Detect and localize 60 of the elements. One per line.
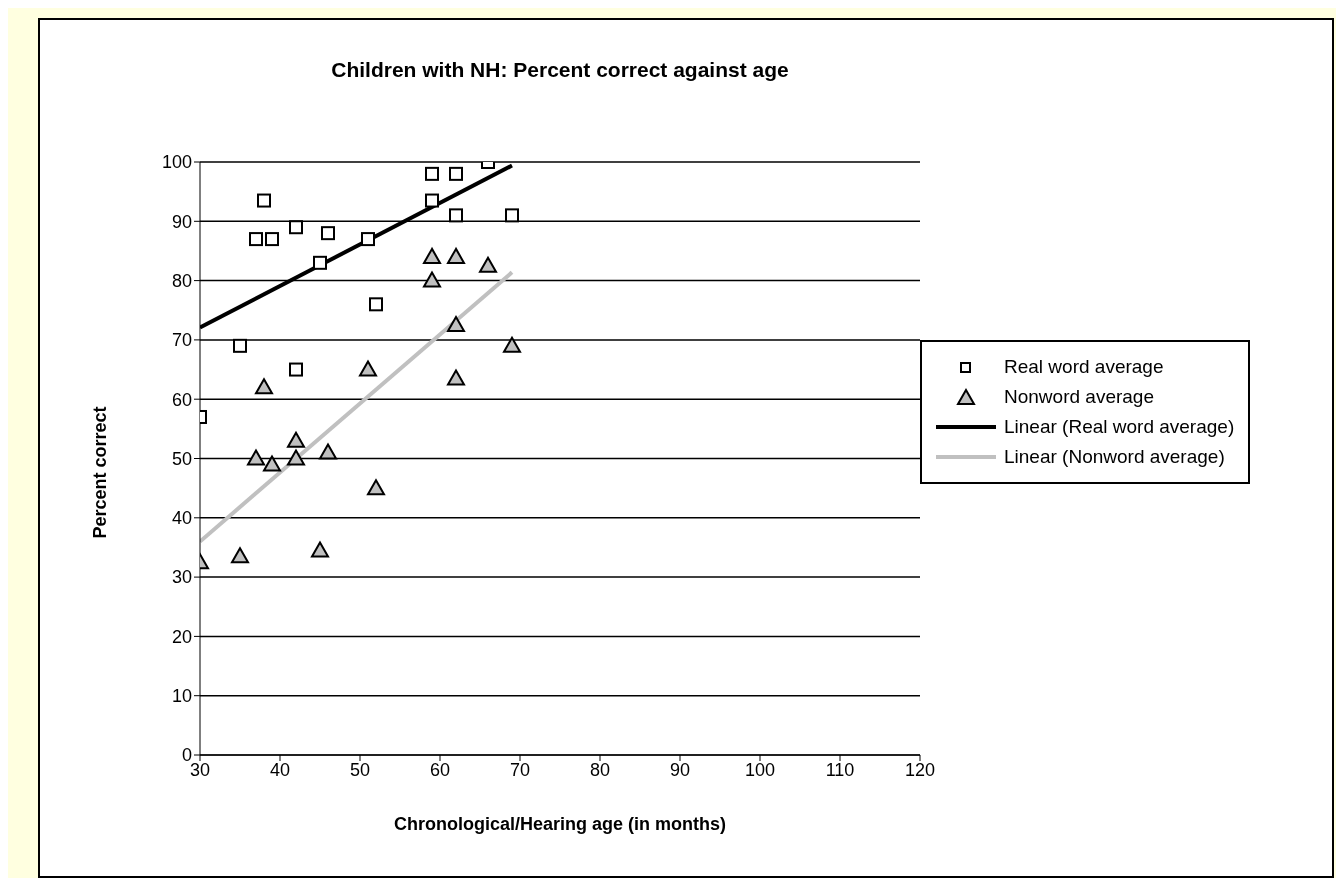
legend-label: Real word average <box>1004 356 1164 378</box>
point <box>447 369 465 386</box>
point <box>449 166 463 181</box>
point <box>249 232 263 247</box>
point <box>447 316 465 333</box>
x-axis-title: Chronological/Hearing age (in months) <box>393 814 727 834</box>
y-tick-label: 0 <box>181 745 192 766</box>
point <box>231 547 249 564</box>
point <box>289 362 303 377</box>
point <box>359 360 377 377</box>
point <box>233 338 247 353</box>
y-tick-label: 10 <box>171 686 192 707</box>
point <box>367 479 385 496</box>
y-tick-label: 60 <box>171 389 192 410</box>
chart-title: Children with NH: Percent correct against age <box>330 58 790 82</box>
point <box>449 208 463 223</box>
point <box>423 247 441 264</box>
x-tick-label: 30 <box>189 759 211 780</box>
point <box>321 226 335 241</box>
y-tick-label: 80 <box>171 270 192 291</box>
y-tick-label: 50 <box>171 448 192 469</box>
point <box>311 541 329 558</box>
x-tick-label: 110 <box>825 759 855 780</box>
point <box>503 336 521 353</box>
y-tick-label: 40 <box>171 508 192 529</box>
point <box>479 256 497 273</box>
point <box>361 232 375 247</box>
y-tick-label: 90 <box>171 211 192 232</box>
y-tick-label: 70 <box>171 330 192 351</box>
x-tick-label: 60 <box>429 759 451 780</box>
point <box>255 378 273 395</box>
x-tick-label: 40 <box>269 759 291 780</box>
point <box>263 455 281 472</box>
x-tick-label: 50 <box>349 759 371 780</box>
legend-label: Linear (Nonword average) <box>1004 446 1225 468</box>
point <box>425 166 439 181</box>
point <box>257 193 271 208</box>
x-tick-label: 120 <box>904 759 936 780</box>
y-tick-label: 20 <box>171 626 192 647</box>
point <box>319 443 337 460</box>
x-tick-label: 100 <box>744 759 776 780</box>
y-tick-label: 30 <box>171 567 192 588</box>
x-tick-label: 70 <box>509 759 531 780</box>
point <box>313 255 327 270</box>
point <box>247 449 265 466</box>
y-axis-title: Percent correct <box>90 406 111 539</box>
point <box>505 208 519 223</box>
point <box>369 297 383 312</box>
point <box>447 247 465 264</box>
point <box>265 232 279 247</box>
legend-label: Nonword average <box>1004 386 1154 408</box>
y-tick-label: 100 <box>161 152 192 173</box>
x-tick-label: 80 <box>589 759 611 780</box>
point <box>287 431 305 448</box>
point <box>287 449 305 466</box>
x-tick-label: 90 <box>669 759 691 780</box>
legend-label: Linear (Real word average) <box>1004 416 1235 438</box>
point <box>289 220 303 235</box>
point <box>425 193 439 208</box>
point <box>423 271 441 288</box>
